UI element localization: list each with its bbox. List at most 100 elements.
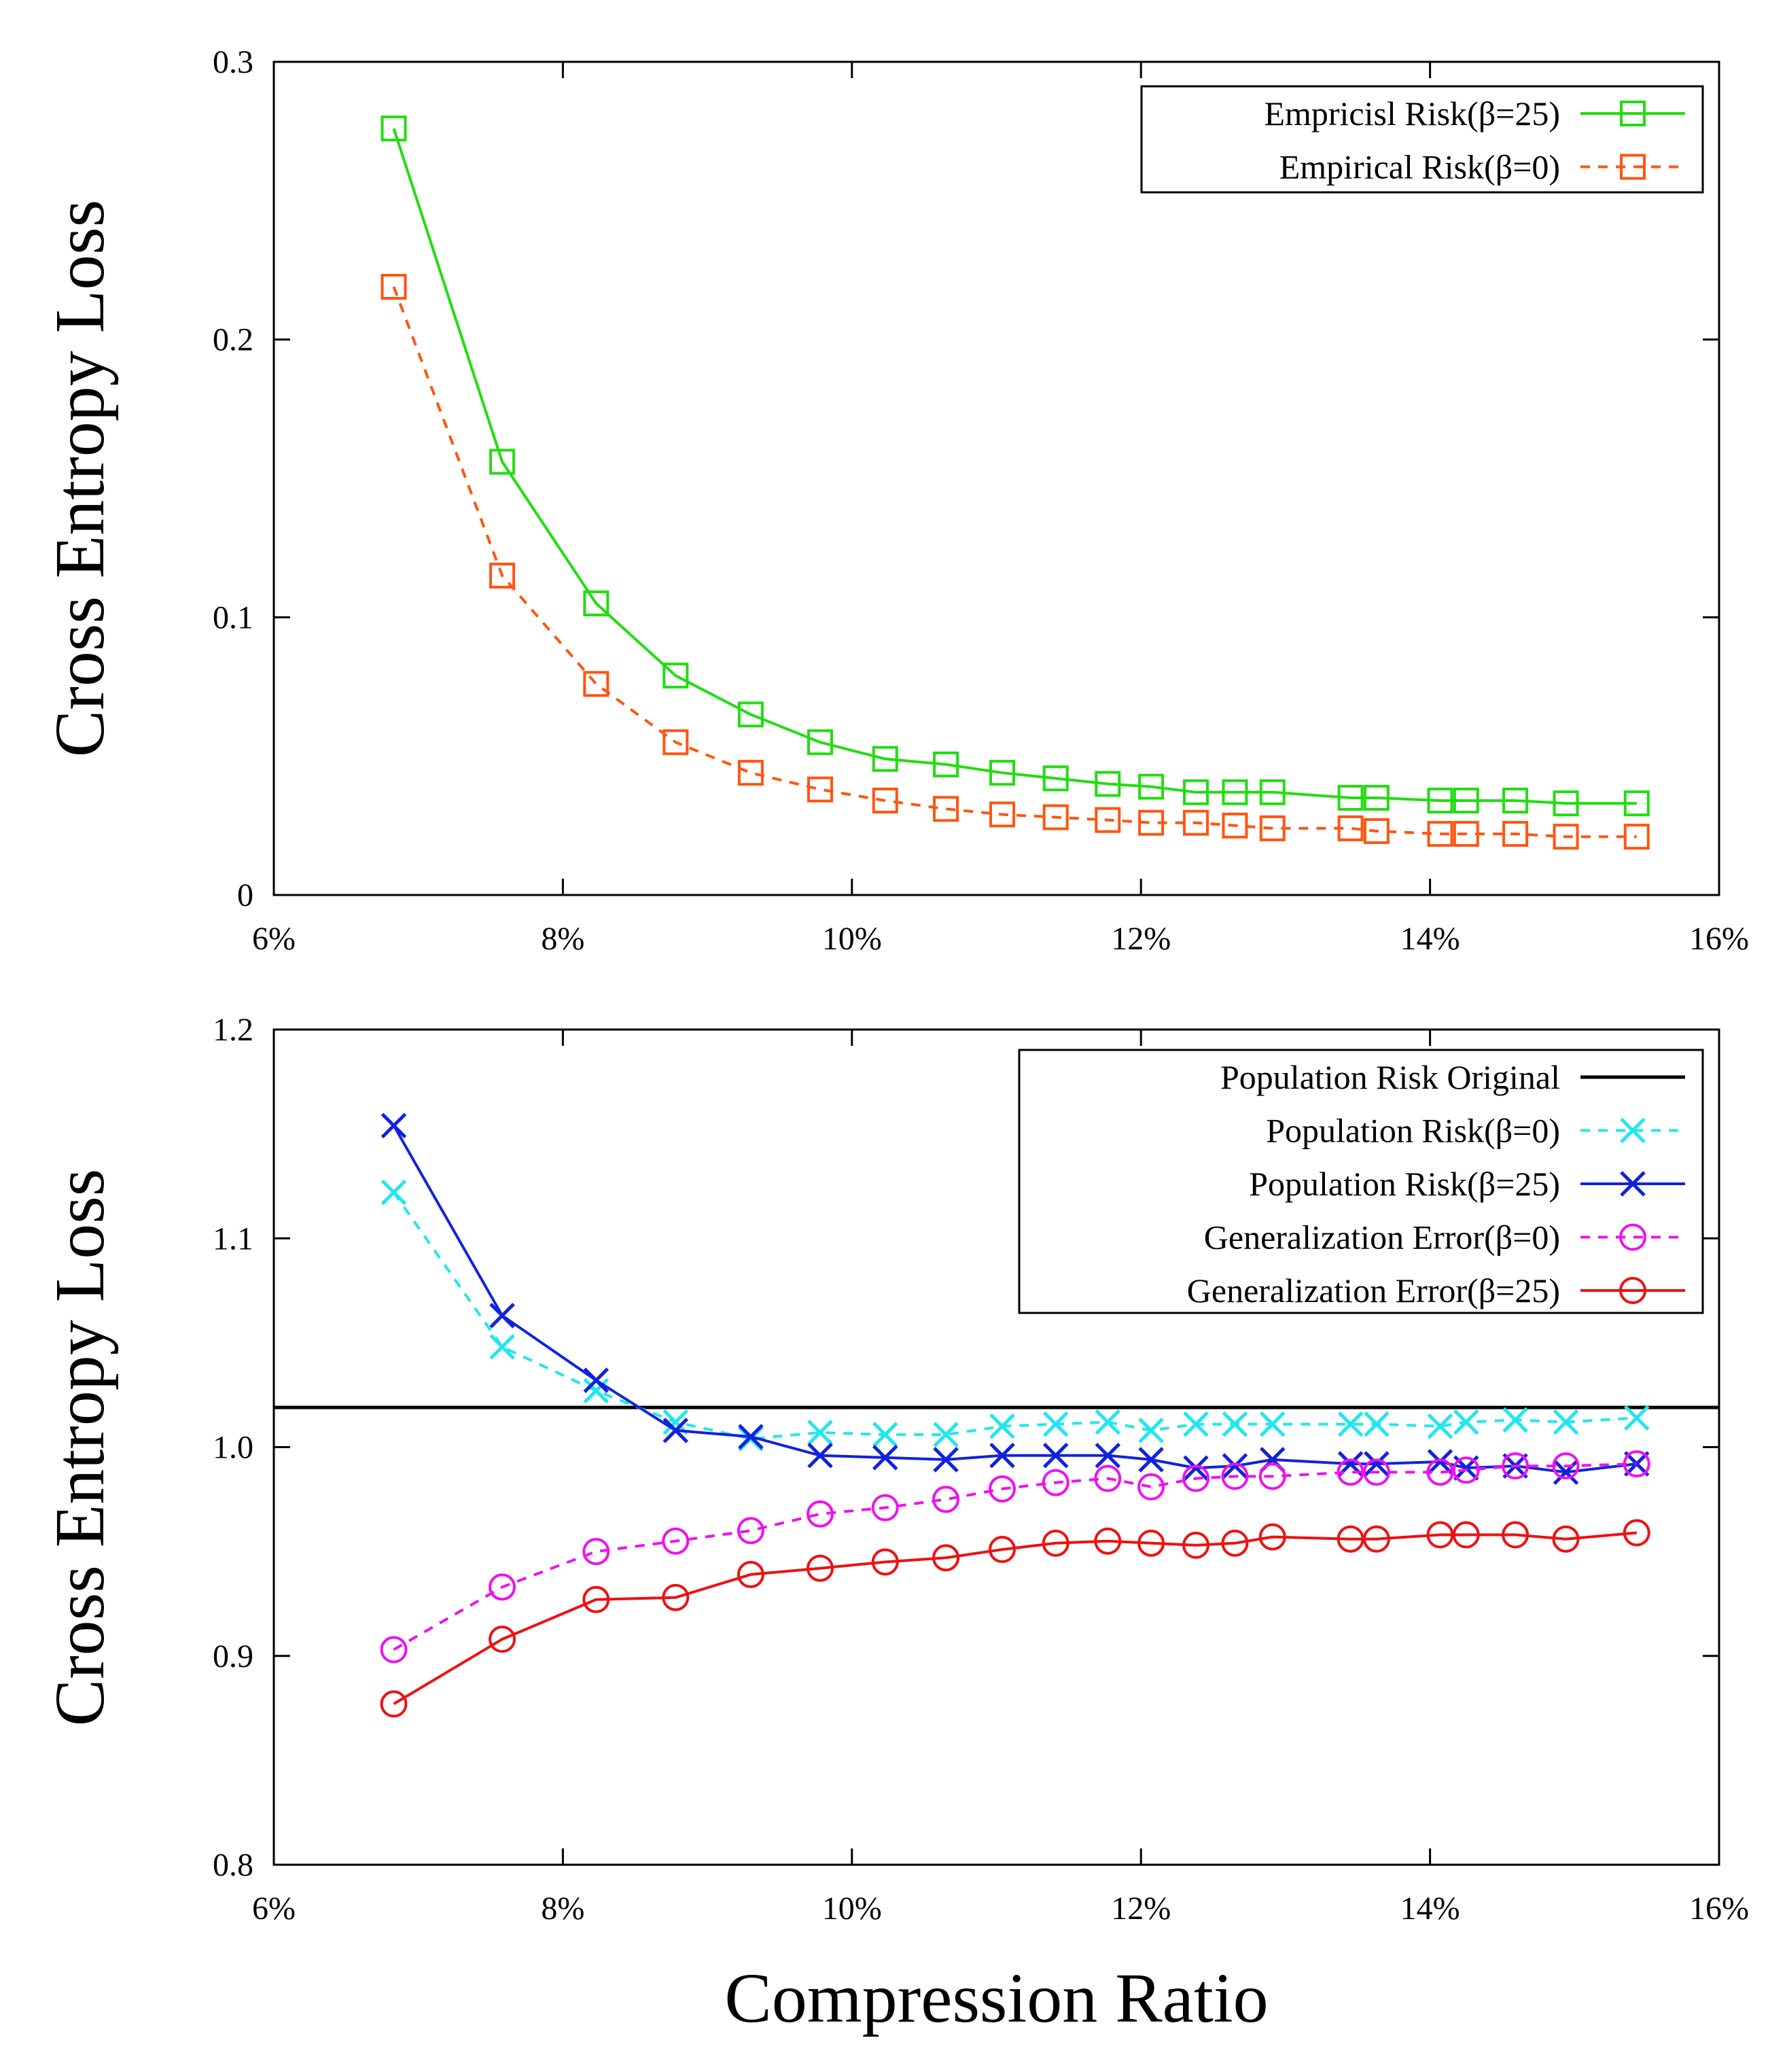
data-point — [1620, 154, 1646, 180]
chart-panel-1: 6% 8% 10% 12% 14% 16% 0 0.1 0.2 0.3 Cross Entropy … — [41, 44, 1749, 957]
legend-label: Empirical Risk(β=0) — [1279, 148, 1560, 186]
y-tick-label: 1.1 — [213, 1221, 253, 1257]
x-tick-label: 10% — [822, 1891, 882, 1927]
data-point — [1619, 1277, 1646, 1304]
data-point — [1362, 1458, 1390, 1486]
data-point — [1427, 1449, 1453, 1475]
y-tick-label: 0.9 — [213, 1638, 253, 1674]
data-point — [489, 1334, 515, 1360]
data-point — [933, 796, 959, 822]
data-point — [989, 1443, 1015, 1469]
data-point — [1553, 790, 1579, 817]
data-point — [989, 1536, 1016, 1564]
x-tick-label: 8% — [541, 921, 584, 957]
data-point — [662, 729, 689, 756]
x-tick-label: 16% — [1689, 1891, 1749, 1927]
data-point — [1620, 1171, 1646, 1197]
data-point — [1623, 790, 1650, 817]
data-point — [1137, 1529, 1165, 1557]
data-point — [1553, 1459, 1579, 1486]
data-point — [1095, 807, 1121, 833]
data-point — [1502, 1452, 1530, 1480]
data-point — [1552, 1525, 1580, 1553]
data-point — [737, 701, 764, 728]
data-point — [807, 1420, 833, 1445]
data-point — [583, 671, 609, 697]
data-point — [1337, 815, 1364, 841]
data-point — [1042, 1469, 1069, 1496]
data-point — [1452, 1521, 1480, 1549]
y-tick-label: 0.3 — [213, 44, 253, 80]
data-point — [1502, 1521, 1530, 1549]
data-point — [1426, 1458, 1454, 1486]
data-point — [1453, 821, 1479, 847]
x-tick-label: 8% — [541, 1891, 584, 1927]
data-point — [489, 563, 516, 589]
y-tick-label: 1.0 — [213, 1430, 253, 1466]
data-point — [1095, 1443, 1121, 1469]
data-point — [1183, 809, 1209, 836]
data-point — [662, 1527, 690, 1555]
data-point — [1364, 1411, 1390, 1437]
data-point — [1138, 809, 1165, 836]
data-point — [1623, 1450, 1650, 1478]
data-point — [1453, 1409, 1479, 1435]
x-tick-label: 6% — [252, 1891, 296, 1927]
data-point — [1620, 101, 1646, 126]
data-point — [737, 760, 764, 786]
series-line — [392, 286, 1637, 839]
legend-label: Population Risk(β=25) — [1249, 1165, 1560, 1203]
series-3 — [381, 1112, 1650, 1486]
data-point — [1502, 788, 1529, 814]
legend: Empricisl Risk(β=25) Empirical Risk(β=0) — [1140, 85, 1704, 194]
data-point — [1427, 821, 1453, 847]
data-point — [1138, 1447, 1164, 1473]
data-point — [381, 274, 407, 300]
data-point — [807, 729, 834, 756]
data-point — [1183, 1411, 1209, 1437]
data-point — [1095, 771, 1121, 797]
data-point — [989, 801, 1016, 828]
data-point — [1363, 784, 1390, 811]
data-point — [1259, 1411, 1286, 1437]
data-point — [1042, 1443, 1069, 1469]
data-point — [1221, 1462, 1249, 1490]
legend-label: Empricisl Risk(β=25) — [1264, 94, 1560, 133]
data-point — [1258, 1462, 1286, 1490]
legend-label: Generalization Error(β=25) — [1187, 1271, 1560, 1310]
data-point — [1221, 1529, 1249, 1557]
data-point — [932, 1486, 960, 1513]
data-point — [872, 788, 898, 814]
data-point — [1094, 1527, 1122, 1555]
data-point — [489, 1626, 516, 1653]
data-point — [1502, 821, 1529, 847]
data-point — [807, 1554, 834, 1582]
data-point — [737, 1517, 764, 1545]
data-point — [872, 1445, 898, 1471]
x-tick-label: 12% — [1111, 921, 1171, 957]
series-2 — [381, 274, 1650, 850]
data-point — [1042, 1411, 1069, 1437]
data-point — [933, 751, 959, 777]
data-point — [381, 1112, 407, 1139]
data-point — [1137, 1473, 1165, 1500]
data-point — [807, 1443, 833, 1469]
data-point — [1552, 1452, 1580, 1480]
y-tick-label: 0.1 — [213, 599, 253, 635]
legend-box — [1140, 85, 1704, 194]
data-point — [1042, 765, 1069, 792]
data-point — [1182, 1531, 1210, 1559]
data-point — [381, 1179, 407, 1206]
data-point — [989, 1413, 1015, 1439]
x-tick-label: 14% — [1400, 921, 1460, 957]
data-point — [582, 1538, 610, 1566]
data-point — [489, 449, 516, 475]
data-point — [662, 1418, 689, 1443]
data-point — [933, 1422, 959, 1447]
data-point — [662, 663, 689, 689]
x-tick-label: 6% — [252, 921, 296, 957]
data-point — [1620, 1117, 1646, 1144]
x-axis-title: Compression Ratio — [724, 1959, 1268, 2037]
data-point — [1337, 1525, 1364, 1553]
series-1 — [381, 116, 1650, 817]
